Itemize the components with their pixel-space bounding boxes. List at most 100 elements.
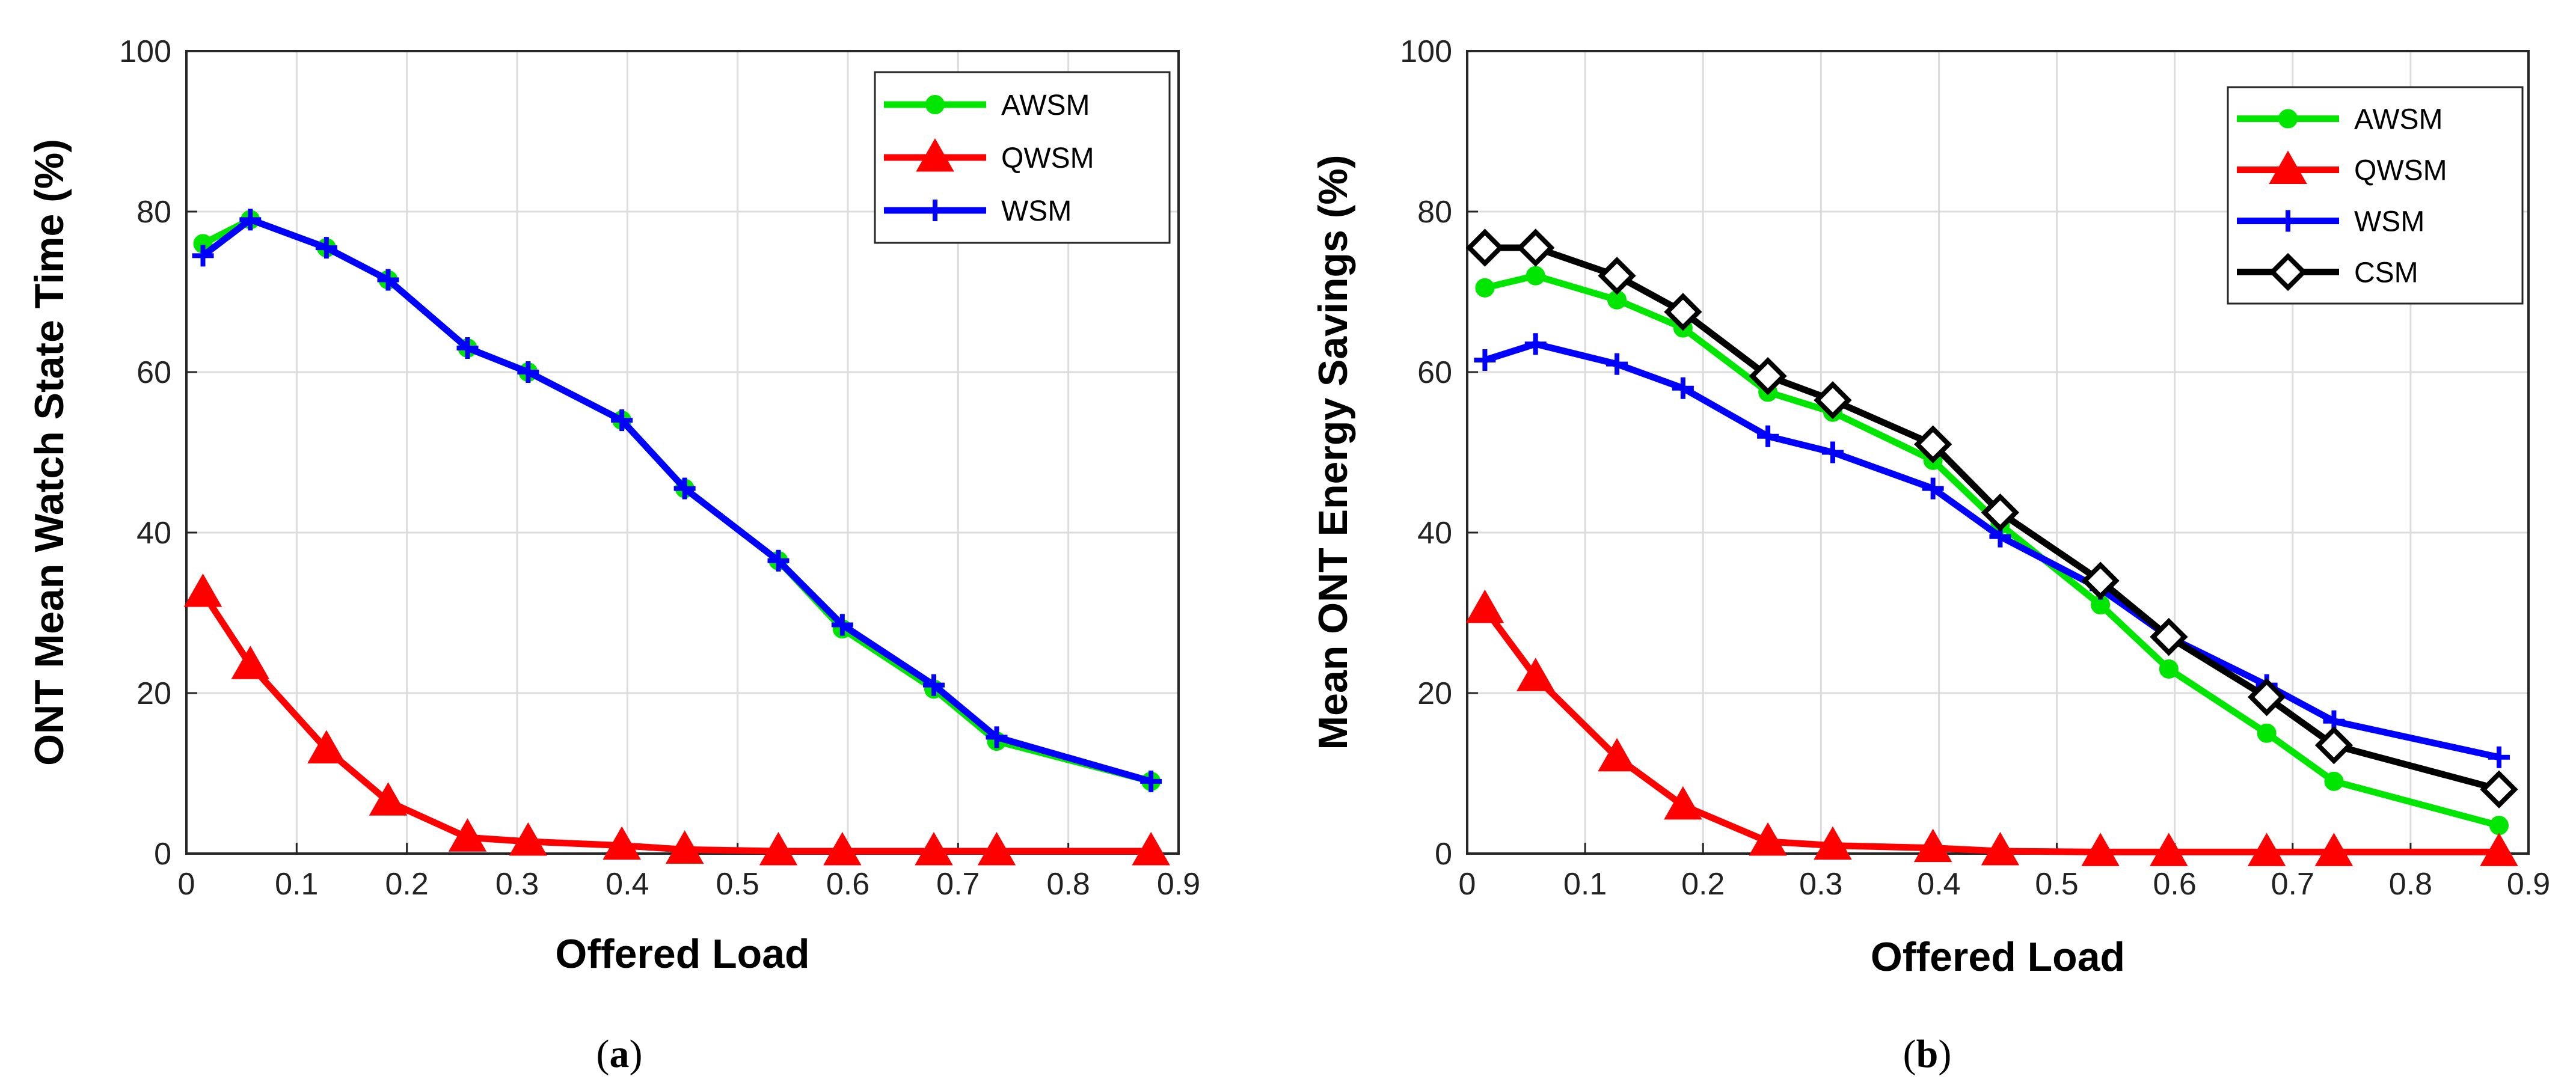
panel-caption: (b) [1903, 1032, 1952, 1076]
qwsm-point-12 [2480, 833, 2518, 866]
x-tick-label: 0.4 [1917, 867, 1960, 902]
qwsm-point-10 [2247, 833, 2286, 866]
legend: AWSM QWSM WSM CSM [2227, 86, 2524, 305]
x-axis-label: Offered Load [1871, 934, 2125, 980]
wsm-point-3 [1672, 377, 1694, 399]
x-tick-label: 0.5 [2035, 867, 2078, 902]
qwsm-point-8 [759, 831, 798, 866]
y-tick-label: 40 [1417, 516, 1452, 551]
qwsm-point-6 [603, 826, 641, 860]
wsm-point-0 [192, 245, 214, 267]
y-tick-label: 0 [154, 837, 171, 872]
awsm-point-10 [2257, 723, 2277, 743]
series-markers-csm [1465, 228, 2518, 808]
legend-wsm-point-0 [2277, 210, 2299, 232]
qwsm-point-5 [509, 822, 548, 856]
x-tick-label: 0.1 [1563, 867, 1607, 902]
qwsm-point-3 [369, 782, 408, 816]
csm-point-4 [1749, 357, 1787, 396]
csm-point-0 [1465, 228, 1504, 267]
csm-point-11 [2314, 726, 2354, 765]
qwsm-point-2 [1598, 738, 1636, 772]
legend-qwsm-point-0 [2269, 150, 2307, 184]
wsm-point-2 [1606, 353, 1628, 375]
qwsm-point-0 [183, 573, 222, 607]
x-tick-label: 0.3 [1799, 867, 1842, 902]
y-tick-label: 20 [136, 676, 171, 711]
x-tick-label: 0.3 [495, 867, 539, 902]
x-tick-label: 0.6 [2153, 867, 2197, 902]
awsm-point-1 [1526, 266, 1545, 286]
y-tick-label: 60 [1417, 355, 1452, 390]
qwsm-point-3 [1664, 786, 1702, 820]
legend-label-qwsm: QWSM [2354, 155, 2447, 187]
x-tick-label: 0.9 [2507, 867, 2550, 902]
x-tick-label: 0.8 [2389, 867, 2432, 902]
x-tick-label: 0 [178, 867, 195, 902]
series-markers-qwsm [183, 573, 1170, 866]
wsm-point-11 [986, 726, 1008, 748]
qwsm-point-12 [1132, 831, 1170, 866]
qwsm-point-4 [448, 818, 487, 852]
wsm-point-12 [2488, 746, 2510, 768]
wsm-point-10 [923, 674, 945, 696]
y-tick-label: 20 [1417, 676, 1452, 711]
y-tick-label: 100 [119, 34, 171, 69]
wsm-point-7 [673, 477, 696, 500]
y-axis-label: ONT Mean Watch State Time (%) [26, 139, 72, 766]
legend-label-wsm: WSM [2354, 206, 2424, 238]
wsm-point-3 [377, 269, 399, 291]
qwsm-point-2 [307, 730, 346, 763]
qwsm-point-6 [1913, 828, 1952, 863]
awsm-point-12 [2489, 816, 2509, 836]
wsm-point-6 [611, 409, 633, 432]
legend-csm-point-0 [2269, 252, 2307, 292]
qwsm-point-1 [1516, 658, 1555, 691]
legend-awsm-point-0 [925, 95, 945, 114]
chart-panel-b: 0 0.1 0.2 0.3 0.4 0.5 0.6 0.7 0.8 0.9 0 20 40 60 80 100… [1310, 34, 2550, 1076]
wsm-point-2 [315, 237, 337, 259]
wsm-point-12 [1140, 770, 1162, 792]
awsm-point-0 [1475, 278, 1495, 298]
csm-point-1 [1516, 228, 1555, 267]
qwsm-point-11 [2314, 833, 2354, 866]
x-tick-label: 0.4 [606, 867, 649, 902]
x-tick-label: 0.2 [1681, 867, 1725, 902]
x-tick-label: 0.5 [716, 867, 759, 902]
y-tick-label: 0 [1435, 837, 1452, 872]
x-tick-label: 0.9 [1157, 867, 1200, 902]
csm-point-12 [2480, 770, 2518, 808]
csm-point-8 [2081, 561, 2120, 600]
csm-point-3 [1664, 293, 1702, 331]
x-axis-label: Offered Load [555, 931, 809, 977]
wsm-point-1 [1524, 333, 1547, 355]
legend-label-awsm: AWSM [2354, 104, 2443, 136]
qwsm-point-7 [665, 830, 704, 864]
legend-label-csm: CSM [2354, 257, 2418, 289]
wsm-point-4 [456, 337, 479, 359]
awsm-point-9 [2159, 659, 2179, 679]
csm-point-6 [1913, 425, 1952, 463]
qwsm-point-1 [231, 646, 270, 679]
wsm-point-6 [1922, 477, 1944, 500]
x-tick-label: 0.1 [275, 867, 318, 902]
qwsm-point-11 [977, 831, 1016, 866]
qwsm-point-4 [1749, 822, 1787, 856]
qwsm-point-5 [1814, 826, 1852, 860]
wsm-point-5 [517, 361, 539, 383]
x-tick-label: 0.6 [826, 867, 869, 902]
csm-point-2 [1598, 257, 1636, 295]
x-tick-label: 0 [1459, 867, 1476, 902]
y-axis-label: Mean ONT Energy Savings (%) [1310, 155, 1356, 750]
legend-qwsm-point-0 [916, 138, 954, 172]
csm-point-7 [1981, 493, 2020, 532]
legend-label-wsm: WSM [1001, 195, 1072, 227]
wsm-point-5 [1821, 441, 1844, 463]
y-tick-label: 80 [1417, 195, 1452, 230]
qwsm-point-10 [915, 831, 953, 866]
wsm-point-0 [1474, 349, 1496, 371]
x-tick-label: 0.2 [385, 867, 429, 902]
y-tick-label: 60 [136, 355, 171, 390]
x-tick-label: 0.8 [1047, 867, 1090, 902]
